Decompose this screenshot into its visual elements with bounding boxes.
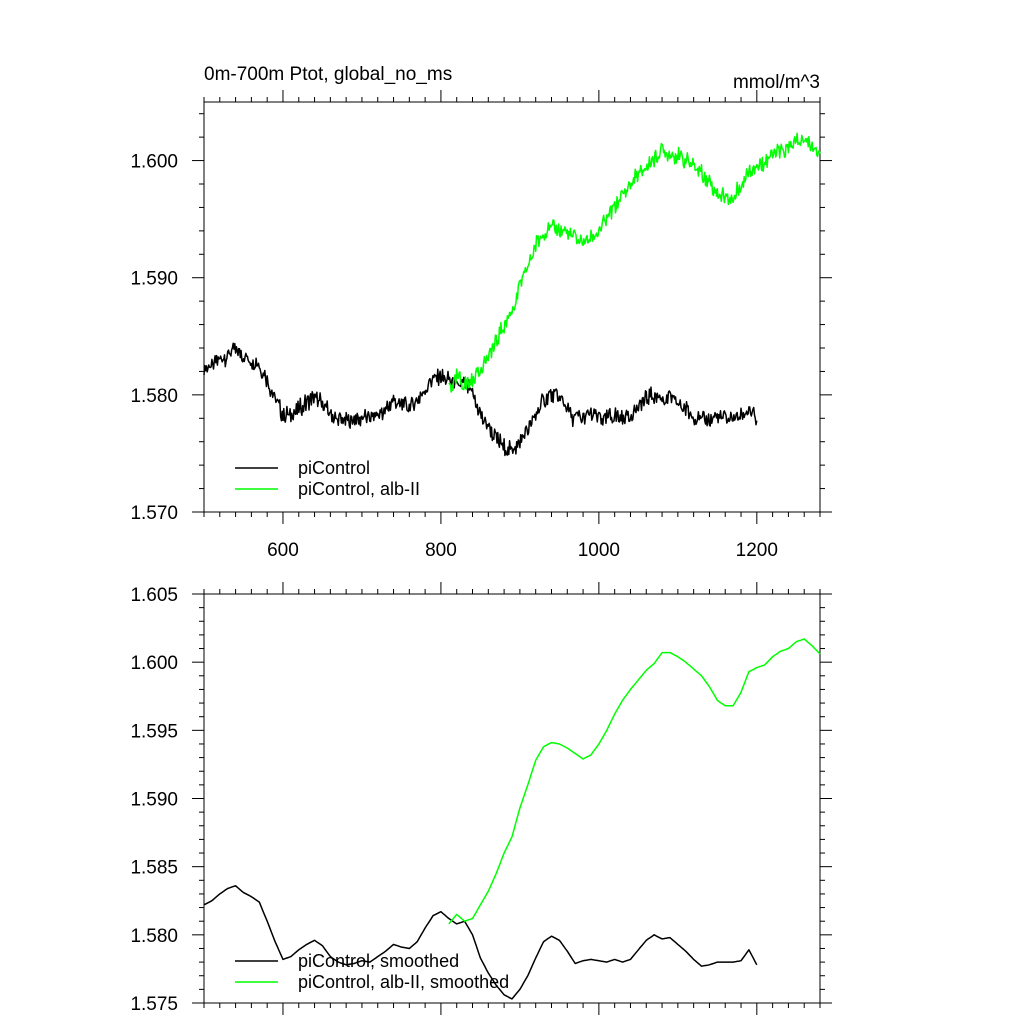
- y-tick-label: 1.575: [130, 994, 178, 1015]
- y-tick-label: 1.580: [130, 386, 178, 407]
- series-line-1: [203, 885, 758, 1000]
- series-line-2: [448, 638, 821, 925]
- y-tick-label: 1.600: [130, 152, 178, 173]
- series-line-2: [448, 132, 821, 393]
- x-tick-label: 1000: [578, 540, 620, 561]
- legend-label: piControl, smoothed: [298, 951, 459, 971]
- chart-panel-1: 600 800 1000 1200 1.570 1.580 1.590 1.600 0m-700…: [130, 64, 832, 561]
- legend-label: piControl, alb-II: [298, 479, 420, 499]
- chart-title: 0m-700m Ptot, global_no_ms: [204, 64, 452, 85]
- x-tick-label: 800: [425, 540, 457, 561]
- x-tick-label: 600: [267, 540, 299, 561]
- series-line-1: [203, 342, 758, 457]
- y-tick-label: 1.590: [130, 790, 178, 811]
- y-tick-label: 1.590: [130, 269, 178, 290]
- plot-frame: [203, 593, 821, 1004]
- y-tick-label: 1.580: [130, 926, 178, 947]
- legend-label: piControl, alb-II, smoothed: [298, 972, 509, 992]
- y-tick-label: 1.600: [130, 653, 178, 674]
- y-tick-label: 1.595: [130, 721, 178, 742]
- chart-units: mmol/m^3: [733, 72, 820, 93]
- y-tick-label: 1.605: [130, 585, 178, 606]
- y-tick-label: 1.570: [130, 503, 178, 524]
- chart-panel-2: 1.575 1.580 1.585 1.590 1.595 1.600 1.605 piCon…: [130, 582, 832, 1015]
- x-tick-label: 1200: [736, 540, 778, 561]
- legend-label: piControl: [298, 458, 370, 478]
- y-tick-label: 1.585: [130, 858, 178, 879]
- plot-frame: [203, 101, 821, 513]
